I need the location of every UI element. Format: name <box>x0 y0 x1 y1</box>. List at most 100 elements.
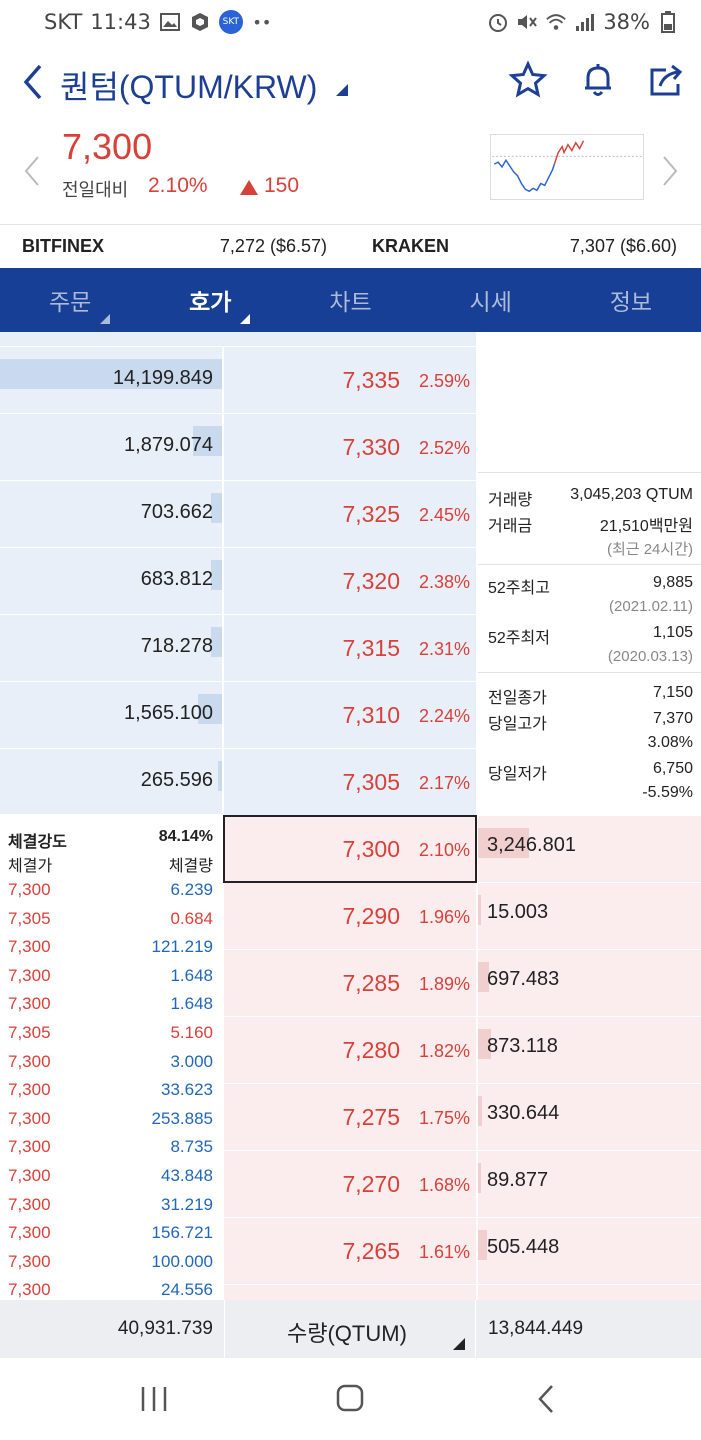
trade-row: 7,300 253.885 <box>8 1109 213 1137</box>
trade-qty: 253.885 <box>151 1108 213 1128</box>
ask-volume-bar <box>198 694 222 724</box>
bid-qty-cell: 15.003 <box>478 883 701 949</box>
tab-chart[interactable]: 차트 <box>329 290 372 316</box>
amount-label: 거래금 <box>488 518 533 535</box>
unit-label: 수량(QTUM) <box>287 1321 407 1346</box>
ask-quantity: 1,879.074 <box>124 434 213 456</box>
trade-price: 7,300 <box>8 1137 51 1157</box>
bid-price-cell[interactable]: 7,280 1.82% <box>224 1017 476 1083</box>
bid-row[interactable]: 7,275 1.75% 330.644 <box>224 1084 701 1151</box>
ask-rate: 2.31% <box>418 639 470 659</box>
mini-chart[interactable] <box>490 134 644 200</box>
ask-rate: 2.45% <box>418 505 470 525</box>
bid-quantity: 89.877 <box>487 1169 549 1191</box>
unit-selector[interactable]: 수량(QTUM) <box>224 1300 476 1358</box>
bid-rate: 1.75% <box>418 1108 470 1128</box>
bid-volume-bar <box>478 1029 491 1059</box>
trade-price: 7,300 <box>8 1080 51 1100</box>
bid-qty-cell: 697.483 <box>478 950 701 1016</box>
next-coin-arrow-icon[interactable] <box>660 154 680 188</box>
ask-price: 7,325 <box>342 501 400 527</box>
exchange-comparison: BITFINEX 7,272 ($6.57) KRAKEN 7,307 ($6.… <box>0 224 701 268</box>
ask-price-cell[interactable]: 7,310 2.24% <box>224 682 476 748</box>
coin-select-caret-icon[interactable] <box>336 84 348 96</box>
bid-rate: 1.82% <box>418 1041 470 1061</box>
trade-qty: 1.648 <box>170 994 213 1014</box>
prev-close-label: 전일종가 <box>488 690 547 707</box>
ask-rate: 2.38% <box>418 572 470 592</box>
shield-app-icon <box>189 12 211 32</box>
ask-row[interactable]: 1,879.074 7,330 2.52% <box>0 414 476 481</box>
trade-price: 7,305 <box>8 1023 51 1042</box>
bid-row[interactable]: 7,290 1.96% 15.003 <box>224 883 701 950</box>
volume-label: 거래량 <box>488 492 533 509</box>
trade-row: 7,305 5.160 <box>8 1023 213 1051</box>
ask-row[interactable]: 703.662 7,325 2.45% <box>0 481 476 548</box>
bid-price-cell[interactable]: 7,300 2.10% <box>224 816 476 882</box>
trade-qty: 156.721 <box>151 1223 213 1243</box>
trade-row: 7,300 156.721 <box>8 1223 213 1251</box>
ask-row[interactable]: 718.278 7,315 2.31% <box>0 615 476 682</box>
coin-title[interactable]: 퀀텀(QTUM/KRW) <box>60 69 318 105</box>
tab-order[interactable]: 주문 <box>0 268 140 332</box>
tab-corner-icon <box>240 314 251 324</box>
bid-price: 7,265 <box>342 1238 400 1264</box>
ask-row[interactable]: 265.596 7,305 2.17% <box>0 749 476 816</box>
trade-qty: 6.239 <box>170 880 213 899</box>
bid-row[interactable]: 7,285 1.89% 697.483 <box>224 950 701 1017</box>
trade-price: 7,300 <box>8 1251 51 1271</box>
ask-qty-cell: 14,199.849 <box>0 347 222 413</box>
share-icon[interactable] <box>646 60 686 100</box>
section-tabs: 주문 호가 차트 시세 정보 <box>0 268 701 332</box>
trade-price: 7,300 <box>8 965 51 985</box>
bid-quantity: 330.644 <box>487 1102 560 1124</box>
ask-row[interactable]: 1,565.100 7,310 2.24% <box>0 682 476 749</box>
prev-coin-arrow-icon[interactable] <box>22 154 42 188</box>
trade-qty: 1.648 <box>170 965 213 985</box>
bid-price-cell[interactable]: 7,265 1.61% <box>224 1218 476 1284</box>
back-icon[interactable] <box>18 62 48 102</box>
ask-price-cell[interactable]: 7,330 2.52% <box>224 414 476 480</box>
strength-label: 체결강도 <box>8 834 67 851</box>
ask-rate: 2.52% <box>418 438 470 458</box>
tab-info[interactable]: 정보 <box>609 290 653 316</box>
tab-orderbook[interactable]: 호가 <box>140 268 280 332</box>
ask-partial-row <box>0 332 476 346</box>
nav-back-icon[interactable] <box>526 1384 566 1414</box>
trade-price: 7,300 <box>8 937 51 957</box>
gallery-icon <box>159 12 181 32</box>
day-low-rate: -5.59% <box>642 784 693 801</box>
wifi-icon <box>545 12 567 32</box>
favorite-star-icon[interactable] <box>508 60 548 100</box>
ask-price-cell[interactable]: 7,315 2.31% <box>224 615 476 681</box>
bid-row[interactable]: 7,265 1.61% 505.448 <box>224 1218 701 1285</box>
ask-row[interactable]: 683.812 7,320 2.38% <box>0 548 476 615</box>
tab-market[interactable]: 시세 <box>469 290 512 316</box>
trade-qty: 31.219 <box>161 1194 213 1214</box>
ask-price-cell[interactable]: 7,305 2.17% <box>224 749 476 815</box>
bid-price-cell[interactable]: 7,285 1.89% <box>224 950 476 1016</box>
ask-price-cell[interactable]: 7,320 2.38% <box>224 548 476 614</box>
recent-apps-icon[interactable] <box>134 1384 174 1414</box>
order-book: 14,199.849 7,335 2.59% 1,879.074 7,330 2.52% 7… <box>0 332 701 1300</box>
ask-price-cell[interactable]: 7,335 2.59% <box>224 347 476 413</box>
bid-price-cell[interactable]: 7,275 1.75% <box>224 1084 476 1150</box>
ask-qty-cell: 718.278 <box>0 615 222 681</box>
bid-row[interactable]: 7,280 1.82% 873.118 <box>224 1017 701 1084</box>
ask-price-cell[interactable]: 7,325 2.45% <box>224 481 476 547</box>
trade-qty: 43.848 <box>161 1166 213 1185</box>
ask-quantity: 1,565.100 <box>124 702 213 724</box>
trade-qty: 100.000 <box>151 1251 213 1271</box>
bid-price-cell[interactable]: 7,290 1.96% <box>224 883 476 949</box>
bid-volume-bar <box>478 895 481 925</box>
unit-corner-icon <box>453 1338 465 1350</box>
alarm-bell-icon[interactable] <box>578 60 618 100</box>
bid-price-cell[interactable]: 7,270 1.68% <box>224 1151 476 1217</box>
ask-row[interactable]: 14,199.849 7,335 2.59% <box>0 347 476 414</box>
bid-row[interactable]: 7,270 1.68% 89.877 <box>224 1151 701 1218</box>
change-rate: 2.10% <box>148 174 208 197</box>
trade-qty: 0.684 <box>170 908 213 928</box>
home-icon[interactable] <box>330 1384 370 1414</box>
bid-quantity: 505.448 <box>487 1236 560 1258</box>
system-nav-bar <box>0 1358 701 1440</box>
